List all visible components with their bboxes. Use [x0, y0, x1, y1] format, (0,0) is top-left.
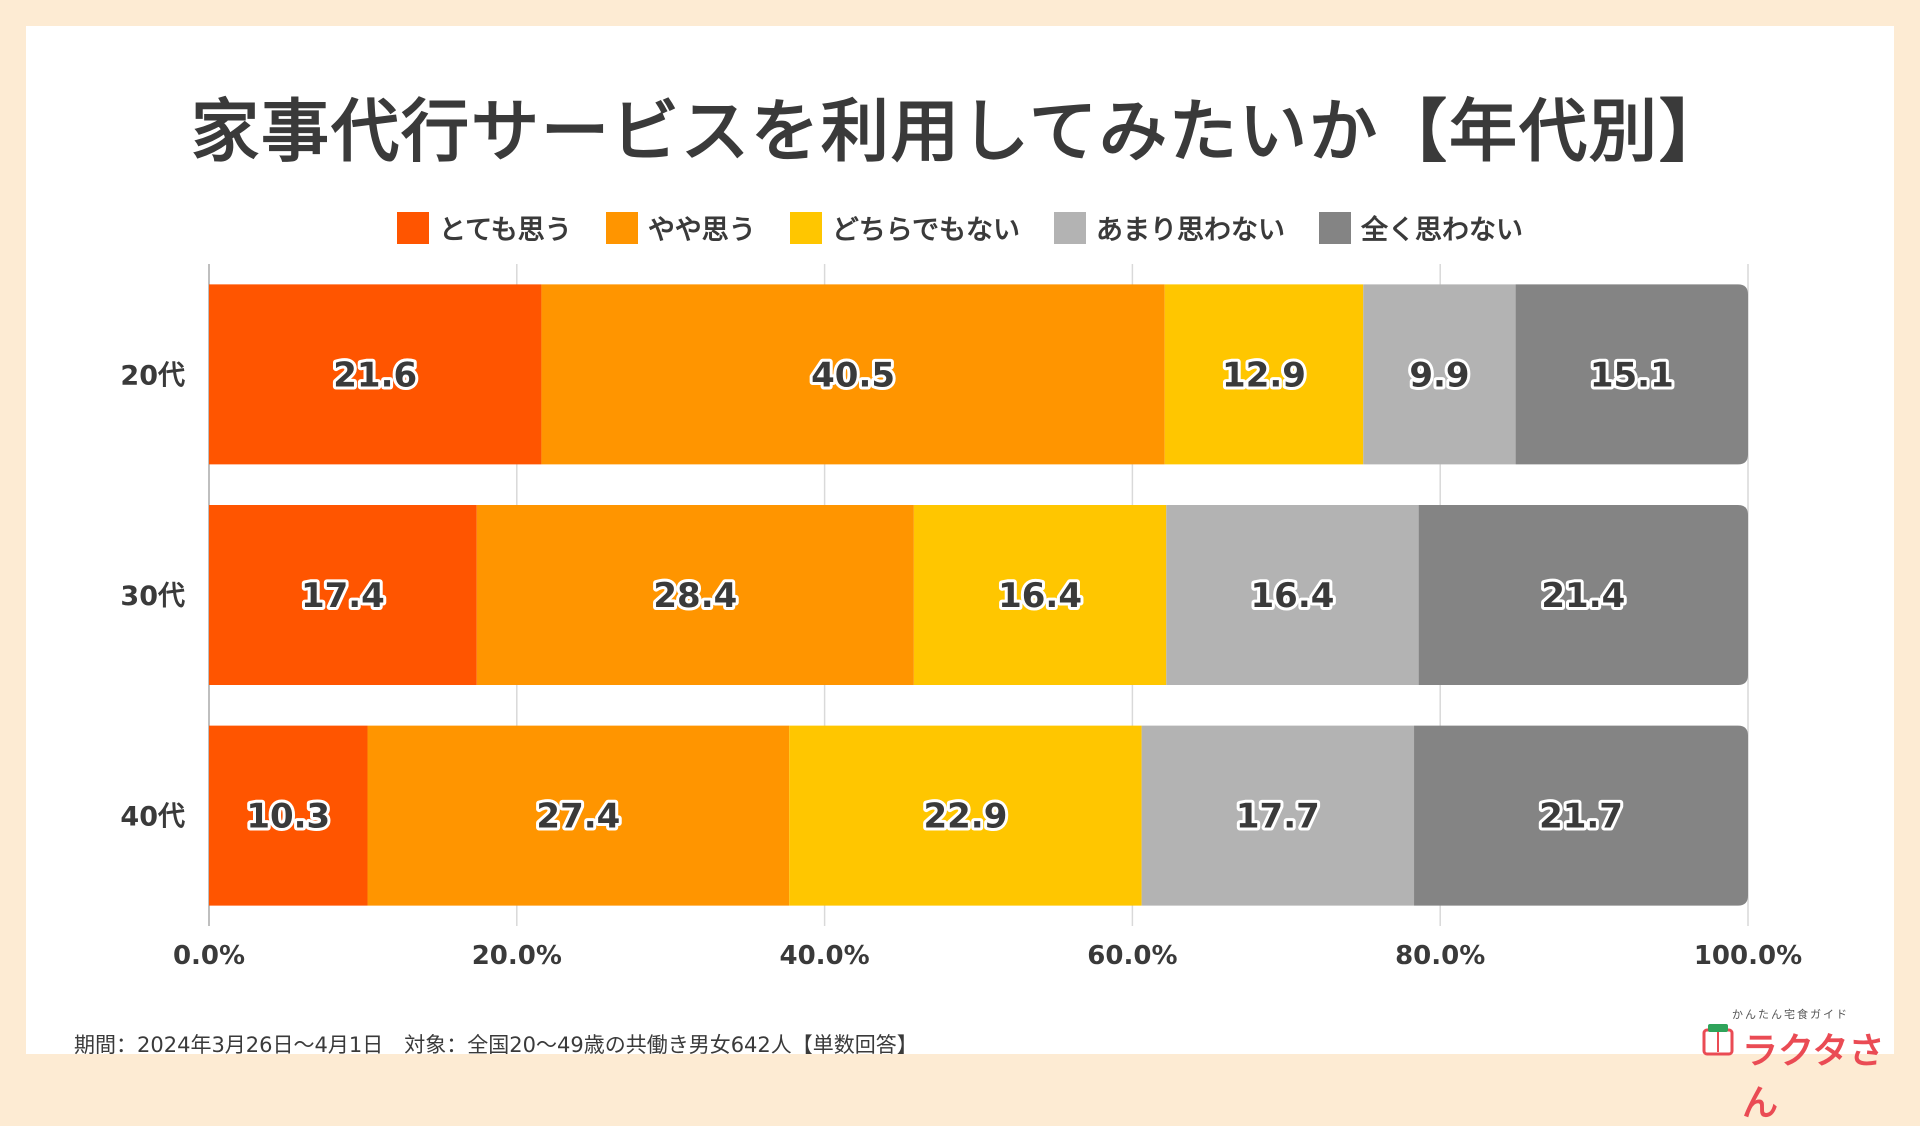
bar-segment-1-0 — [209, 505, 477, 685]
x-tick-label-3: 60.0% — [1087, 941, 1177, 971]
legend-label-4: あまり思わない — [1096, 215, 1286, 246]
legend: とても思う やや思う どちらでもない あまり思わない 全く思わない — [26, 208, 1894, 247]
bar-segment-2-1 — [367, 725, 790, 906]
legend-label-2: やや思う — [647, 215, 756, 246]
bar-segment-2-4 — [1414, 725, 1748, 906]
x-tick-label-2: 40.0% — [779, 941, 869, 971]
data-label-1-3: 16.4 — [1251, 576, 1335, 616]
stacked-bar-chart: 0.0% 20.0% 40.0% 60.0% 80.0% 100.0% 20代 21.6 40.… — [120, 264, 1802, 971]
category-label-2: 40代 — [120, 802, 185, 833]
bar-segment-2-2 — [789, 725, 1142, 906]
bar-segment-1-1 — [476, 505, 914, 685]
data-label-2-3: 17.7 — [1236, 797, 1320, 837]
bar-segment-0-4 — [1515, 284, 1748, 465]
data-label-2-0: 10.3 — [246, 797, 330, 837]
data-label-1-2: 16.4 — [998, 576, 1082, 616]
x-tick-label-5: 100.0% — [1694, 941, 1802, 971]
data-label-0-0: 21.6 — [333, 355, 417, 395]
legend-swatch-2 — [605, 211, 638, 244]
data-label-1-4: 21.4 — [1541, 576, 1625, 616]
bar-segment-0-1 — [541, 284, 1165, 465]
bar-segment-2-3 — [1141, 725, 1415, 906]
bar-segment-1-4 — [1418, 505, 1748, 685]
data-label-0-1: 40.5 — [811, 355, 895, 395]
legend-swatch-3 — [789, 211, 822, 244]
bento-box-icon — [1702, 1024, 1734, 1056]
legend-label-1: とても思う — [438, 215, 572, 246]
category-label-1: 30代 — [120, 581, 185, 612]
legend-item-1: とても思う — [396, 208, 572, 247]
bar-segment-1-2 — [913, 505, 1167, 685]
chart-card: 家事代行サービスを利用してみたいか【年代別】 とても思う やや思う どちらでもな… — [26, 26, 1894, 1124]
bar-segment-1-3 — [1166, 505, 1419, 685]
data-label-2-2: 22.9 — [923, 797, 1007, 837]
legend-label-3: どちらでもない — [831, 215, 1021, 246]
bar-segment-0-0 — [209, 284, 542, 465]
legend-label-5: 全く思わない — [1361, 215, 1524, 246]
chart-title: 家事代行サービスを利用してみたいか【年代別】 — [191, 93, 1729, 172]
data-label-0-3: 9.9 — [1409, 355, 1469, 395]
legend-item-4: あまり思わない — [1054, 208, 1285, 247]
legend-swatch-5 — [1319, 211, 1352, 244]
data-label-1-1: 28.4 — [653, 576, 737, 616]
data-label-0-2: 12.9 — [1222, 355, 1306, 395]
bar-segment-2-0 — [209, 725, 368, 906]
legend-item-3: どちらでもない — [789, 208, 1021, 247]
data-label-0-4: 15.1 — [1590, 355, 1674, 395]
logo-name: ラクタさん — [1742, 1031, 1885, 1124]
data-label-2-1: 27.4 — [536, 797, 620, 837]
logo-subtitle: かんたん宅食ガイド — [1732, 1008, 1849, 1021]
x-tick-label-0: 0.0% — [173, 941, 245, 971]
footnote: 期間：2024年3月26日〜4月1日 対象：全国20〜49歳の共働き男女642人… — [74, 1033, 918, 1057]
category-label-0: 20代 — [120, 360, 185, 391]
x-tick-label-1: 20.0% — [472, 941, 562, 971]
legend-swatch-4 — [1054, 211, 1087, 244]
data-label-1-0: 17.4 — [301, 576, 385, 616]
bar-segment-0-3 — [1363, 284, 1516, 465]
legend-item-2: やや思う — [605, 208, 756, 247]
x-tick-label-4: 80.0% — [1395, 941, 1485, 971]
bar-segment-0-2 — [1164, 284, 1364, 465]
legend-swatch-1 — [396, 211, 429, 244]
legend-item-5: 全く思わない — [1319, 208, 1523, 247]
data-label-2-4: 21.7 — [1539, 797, 1623, 837]
